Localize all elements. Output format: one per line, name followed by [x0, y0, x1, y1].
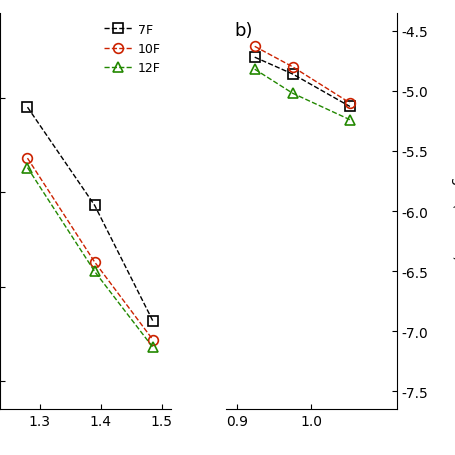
Text: b): b) — [234, 21, 252, 40]
12F — [92, 269, 97, 275]
10F — [92, 260, 97, 265]
12F — [150, 344, 155, 350]
Line: 12F: 12F — [23, 163, 157, 352]
Line: 10F: 10F — [23, 154, 157, 344]
Line: 7F: 7F — [23, 103, 157, 326]
10F — [25, 156, 30, 162]
10F — [150, 337, 155, 343]
7F — [25, 105, 30, 111]
Y-axis label: log σ (S.cm⁻¹): log σ (S.cm⁻¹) — [450, 163, 455, 260]
Legend: 7F, 10F, 12F: 7F, 10F, 12F — [100, 20, 164, 79]
7F — [150, 318, 155, 324]
7F — [92, 203, 97, 209]
12F — [25, 166, 30, 171]
